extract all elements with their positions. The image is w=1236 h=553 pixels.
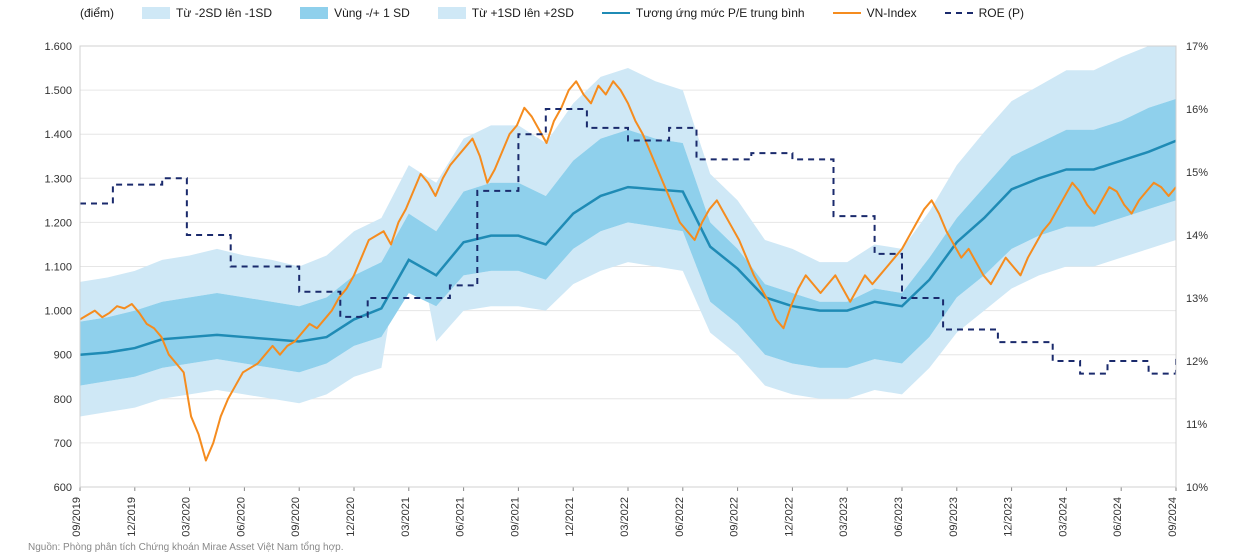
svg-text:12/2022: 12/2022 [783,497,795,537]
svg-text:09/2024: 09/2024 [1167,497,1179,537]
svg-text:03/2023: 03/2023 [838,497,850,537]
svg-text:13%: 13% [1186,293,1208,305]
svg-text:10%: 10% [1186,482,1208,494]
svg-text:09/2020: 09/2020 [290,497,302,537]
svg-text:16%: 16% [1186,104,1208,116]
legend-swatch-roe [945,12,973,14]
svg-text:1.400: 1.400 [44,129,72,141]
legend-swatch-vnindex [833,12,861,14]
svg-text:12/2020: 12/2020 [345,497,357,537]
svg-text:09/2019: 09/2019 [71,497,83,537]
legend-label-pe: Tương ứng mức P/E trung bình [636,6,805,20]
legend-label-vnindex: VN-Index [867,6,917,20]
legend-label-band-low: Từ -2SD lên -1SD [176,6,272,20]
svg-text:03/2022: 03/2022 [619,497,631,537]
legend-label-band-high: Từ +1SD lên +2SD [472,6,574,20]
svg-text:1.100: 1.100 [44,262,72,274]
chart-source: Nguồn: Phòng phân tích Chứng khoán Mirae… [28,542,343,553]
svg-text:1.600: 1.600 [44,41,72,53]
left-axis-title: (điểm) [80,6,114,20]
svg-text:03/2024: 03/2024 [1057,497,1069,537]
legend-swatch-band-inner [300,7,328,19]
svg-text:600: 600 [54,482,72,494]
svg-text:1.000: 1.000 [44,306,72,318]
legend-swatch-band-high [438,7,466,19]
svg-text:11%: 11% [1186,419,1207,431]
svg-text:03/2020: 03/2020 [181,497,193,537]
svg-text:09/2023: 09/2023 [948,497,960,537]
svg-text:900: 900 [54,350,72,362]
svg-text:12/2021: 12/2021 [564,497,576,537]
svg-text:15%: 15% [1186,167,1208,179]
svg-text:700: 700 [54,438,72,450]
svg-text:14%: 14% [1186,230,1208,242]
svg-text:1.200: 1.200 [44,217,72,229]
svg-text:06/2023: 06/2023 [893,497,905,537]
svg-text:09/2022: 09/2022 [729,497,741,537]
chart-canvas: 600 700 800 900 1.000 1.100 1.200 1.300 1.400 1.5… [0,0,1236,553]
svg-text:06/2022: 06/2022 [674,497,686,537]
svg-text:1.300: 1.300 [44,173,72,185]
svg-text:06/2021: 06/2021 [455,497,467,537]
legend-label-roe: ROE (P) [979,6,1024,20]
svg-text:06/2024: 06/2024 [1112,497,1124,537]
svg-text:17%: 17% [1186,41,1208,53]
svg-text:12/2023: 12/2023 [1003,497,1015,537]
svg-text:12/2019: 12/2019 [126,497,138,537]
svg-text:09/2021: 09/2021 [509,497,521,537]
svg-text:800: 800 [54,394,72,406]
legend-swatch-pe [602,12,630,14]
svg-text:06/2020: 06/2020 [235,497,247,537]
svg-text:1.500: 1.500 [44,85,72,97]
svg-text:03/2021: 03/2021 [400,497,412,537]
legend-label-band-inner: Vùng -/+ 1 SD [334,6,410,20]
svg-text:12%: 12% [1186,356,1208,368]
legend-swatch-band-low [142,7,170,19]
chart-legend: (điểm) Từ -2SD lên -1SD Vùng -/+ 1 SD Từ… [80,6,1176,20]
